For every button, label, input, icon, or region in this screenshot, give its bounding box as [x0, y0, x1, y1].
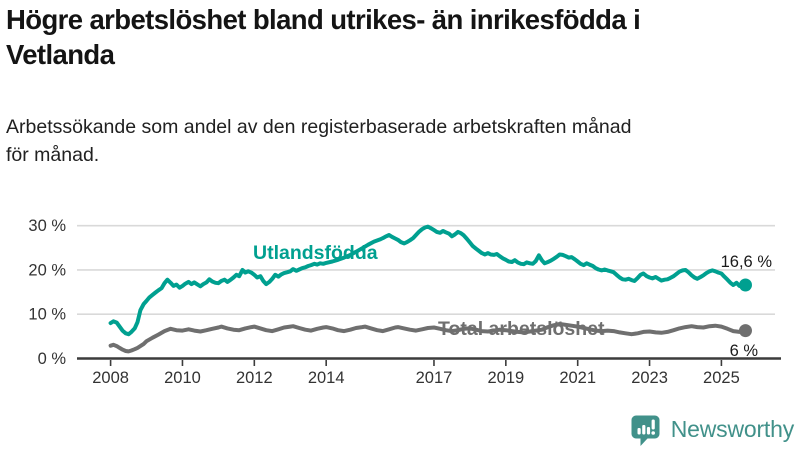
- y-tick-label-10: 10 %: [28, 306, 66, 324]
- subtitle-line-1: Arbetssökande som andel av den registerb…: [6, 116, 632, 138]
- x-tick-label-2014: 2014: [308, 369, 345, 387]
- x-tick-label-2021: 2021: [559, 369, 596, 387]
- subtitle-line-2: för månad.: [6, 144, 100, 166]
- y-tick-label-0: 0 %: [38, 350, 67, 368]
- series-end-dot-utlandsfodda: [738, 278, 752, 292]
- x-tick-label-2023: 2023: [631, 369, 668, 387]
- series-line-utlandsfodda: [108, 224, 748, 337]
- page-title: Högre arbetslöshet bland utrikes- än inr…: [6, 2, 798, 72]
- series-line-total: [108, 322, 748, 354]
- series-label-utlandsfodda: Utlandsfödda: [253, 242, 378, 264]
- y-tick-label-20: 20 %: [28, 261, 66, 279]
- x-tick-label-2008: 2008: [92, 369, 129, 387]
- title-line-1: Högre arbetslöshet bland utrikes- än inr…: [6, 4, 641, 35]
- x-tick-label-2025: 2025: [703, 369, 740, 387]
- series-label-total: Total arbetslöshet: [438, 318, 605, 340]
- newsworthy-wordmark: Newsworthy: [670, 416, 794, 442]
- x-tick-label-2012: 2012: [236, 369, 273, 387]
- y-tick-label-30: 30 %: [28, 217, 66, 235]
- series-end-value-total: 6 %: [730, 342, 759, 360]
- series-end-dot-total: [738, 324, 752, 338]
- x-tick-label-2010: 2010: [164, 369, 201, 387]
- newsworthy-icon: [631, 415, 660, 446]
- series-end-value-utlandsfodda: 16,6 %: [721, 253, 773, 271]
- newsworthy-logo: Newsworthy: [628, 412, 794, 447]
- title-line-2: Vetlanda: [6, 39, 115, 70]
- x-tick-label-2017: 2017: [416, 369, 453, 387]
- x-tick-label-2019: 2019: [487, 369, 524, 387]
- chart-subtitle: Arbetssökande som andel av den registerb…: [6, 113, 798, 169]
